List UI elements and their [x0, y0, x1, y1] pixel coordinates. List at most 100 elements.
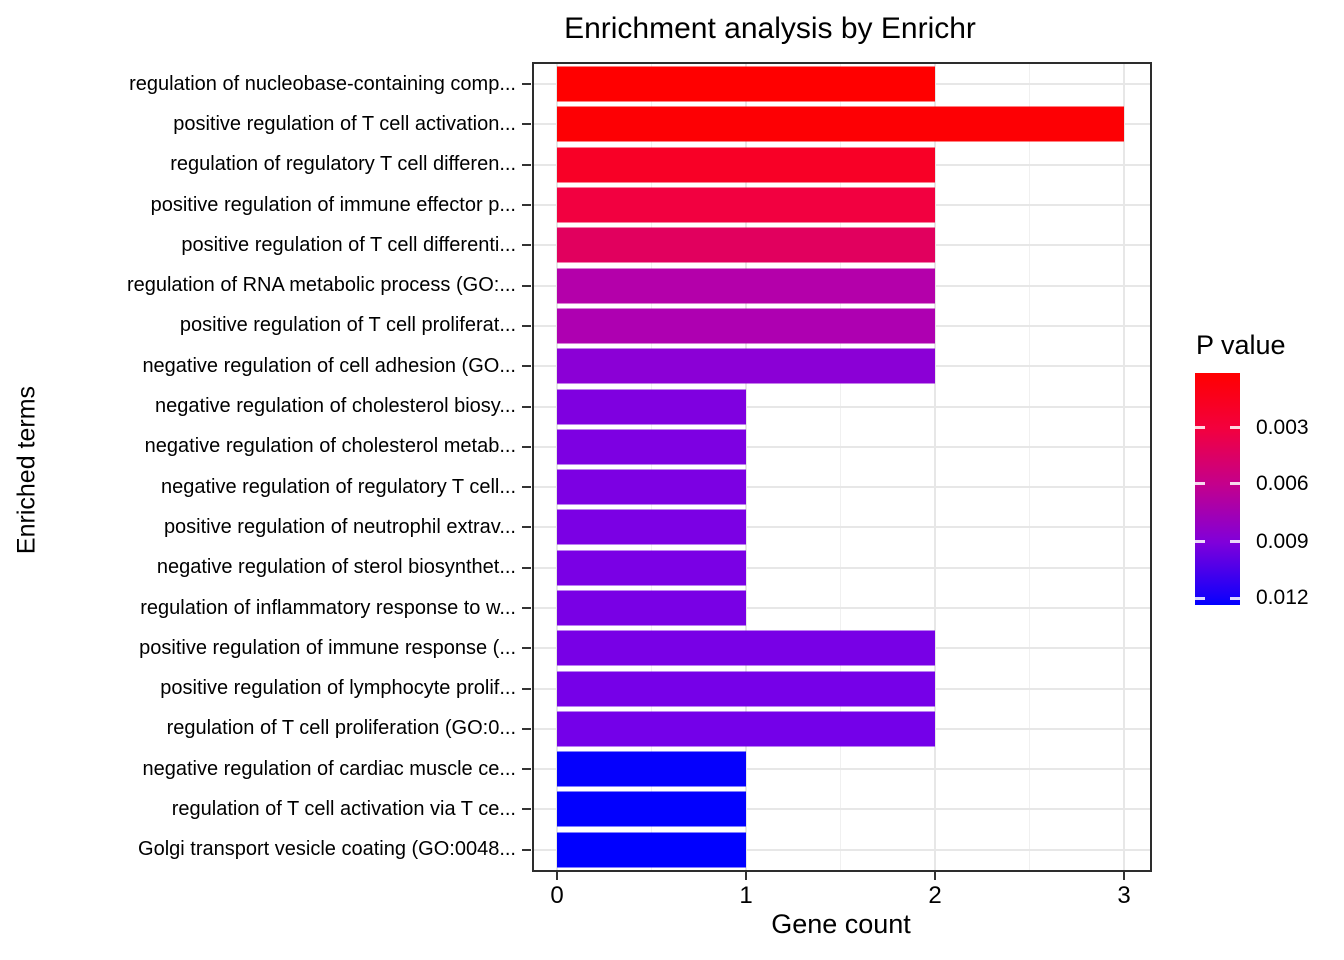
y-axis-tick [522, 204, 531, 207]
y-axis-label-row: negative regulation of sterol biosynthet… [0, 548, 531, 588]
y-axis-label-row: negative regulation of cardiac muscle ce… [0, 749, 531, 789]
category-label: positive regulation of T cell activation… [173, 112, 516, 135]
legend-tick [1230, 426, 1240, 430]
y-axis-label-row: positive regulation of neutrophil extrav… [0, 507, 531, 547]
y-axis-tick [522, 284, 531, 287]
category-label: regulation of regulatory T cell differen… [170, 153, 516, 176]
category-label: positive regulation of lymphocyte prolif… [160, 677, 516, 700]
bar-row [534, 588, 1150, 628]
y-axis-label-row: positive regulation of immune response (… [0, 628, 531, 668]
category-label: regulation of inflammatory response to w… [140, 596, 516, 619]
y-axis-tick [522, 163, 531, 166]
x-tick-label: 3 [1117, 882, 1131, 909]
bar-row [534, 265, 1150, 305]
y-axis-label-row: regulation of T cell proliferation (GO:0… [0, 709, 531, 749]
legend-tick [1230, 540, 1240, 544]
x-tick-label: 1 [739, 882, 753, 909]
x-axis-title: Gene count [771, 909, 911, 939]
bar-row [534, 467, 1150, 507]
y-axis-label-row: regulation of nucleobase-containing comp… [0, 64, 531, 104]
bar-row [534, 427, 1150, 467]
major-gridline [745, 64, 747, 870]
category-label: negative regulation of sterol biosynthet… [156, 556, 516, 579]
gene-count-bar [557, 630, 935, 666]
bar-row [534, 628, 1150, 668]
gene-count-bar [557, 671, 935, 707]
category-label: Golgi transport vesicle coating (GO:0048… [138, 838, 516, 861]
gene-count-bar [557, 227, 935, 263]
gene-count-bar [557, 550, 746, 586]
gene-count-bar [557, 308, 935, 344]
category-label: positive regulation of neutrophil extrav… [163, 515, 516, 538]
y-axis-tick [522, 123, 531, 126]
x-tick-label: 0 [550, 882, 564, 909]
legend-title: P value [1196, 330, 1286, 360]
legend-tick-label: 0.006 [1256, 471, 1309, 495]
major-gridline [1123, 64, 1125, 870]
y-axis-tick [522, 848, 531, 851]
y-axis-label-row: positive regulation of T cell activation… [0, 104, 531, 144]
y-axis-label-row: regulation of RNA metabolic process (GO:… [0, 265, 531, 305]
legend-tick [1230, 596, 1240, 600]
vertical-gridlines [534, 64, 1150, 870]
minor-gridline [840, 64, 841, 870]
y-axis-tick [522, 83, 531, 86]
bar-row [534, 668, 1150, 708]
x-axis-tick [934, 872, 936, 880]
legend-tick [1230, 482, 1240, 486]
major-gridline [534, 607, 1150, 609]
y-axis-tick [522, 808, 531, 811]
gene-count-bar [557, 147, 935, 183]
bar-row [534, 749, 1150, 789]
category-label: regulation of nucleobase-containing comp… [129, 72, 516, 95]
gene-count-bar [557, 268, 935, 304]
major-gridline [534, 486, 1150, 489]
legend-tick [1195, 540, 1205, 544]
y-axis-tick [522, 405, 531, 408]
category-label: positive regulation of T cell differenti… [181, 233, 516, 256]
legend-tick [1195, 426, 1205, 430]
bar-row [534, 346, 1150, 386]
y-axis-tick [522, 324, 531, 327]
category-label: positive regulation of immune response (… [139, 636, 516, 659]
legend-tick [1195, 596, 1205, 600]
y-axis-tick [522, 727, 531, 730]
y-axis-label-row: negative regulation of cholesterol biosy… [0, 386, 531, 426]
legend-gradient-bar [1195, 373, 1240, 605]
y-axis-tick [522, 486, 531, 489]
y-axis-tick [522, 445, 531, 448]
bar-row [534, 185, 1150, 225]
y-axis-label-row: Golgi transport vesicle coating (GO:0048… [0, 830, 531, 870]
y-axis-label-row: positive regulation of immune effector p… [0, 185, 531, 225]
major-gridline [534, 848, 1150, 851]
gene-count-bar [557, 590, 746, 626]
category-label: regulation of T cell proliferation (GO:0… [166, 717, 516, 740]
category-label: positive regulation of T cell proliferat… [179, 314, 516, 337]
y-axis-tick [522, 607, 531, 609]
bar-row [534, 709, 1150, 749]
minor-gridline [651, 64, 652, 870]
major-gridline [556, 64, 558, 870]
major-gridline [534, 526, 1150, 529]
gene-count-bar [557, 509, 746, 545]
category-label: negative regulation of cholesterol biosy… [155, 395, 516, 418]
y-axis-tick [522, 768, 531, 771]
bar-row [534, 64, 1150, 104]
major-gridline [534, 445, 1150, 448]
y-axis-label-row: regulation of regulatory T cell differen… [0, 145, 531, 185]
bar-row [534, 386, 1150, 426]
y-axis-label-row: negative regulation of cell adhesion (GO… [0, 346, 531, 386]
category-label: negative regulation of regulatory T cell… [160, 475, 516, 498]
x-tick-label: 2 [928, 882, 942, 909]
gene-count-bar [557, 106, 1124, 142]
y-axis-label-row: negative regulation of cholesterol metab… [0, 427, 531, 467]
legend-tick-label: 0.003 [1256, 415, 1309, 439]
y-axis-tick [522, 526, 531, 529]
bar-row [534, 830, 1150, 870]
gene-count-bar [557, 389, 746, 425]
gene-count-bar [557, 348, 935, 384]
x-axis-tick [556, 872, 558, 880]
category-label: regulation of RNA metabolic process (GO:… [126, 274, 516, 297]
x-axis-tick [745, 872, 747, 880]
